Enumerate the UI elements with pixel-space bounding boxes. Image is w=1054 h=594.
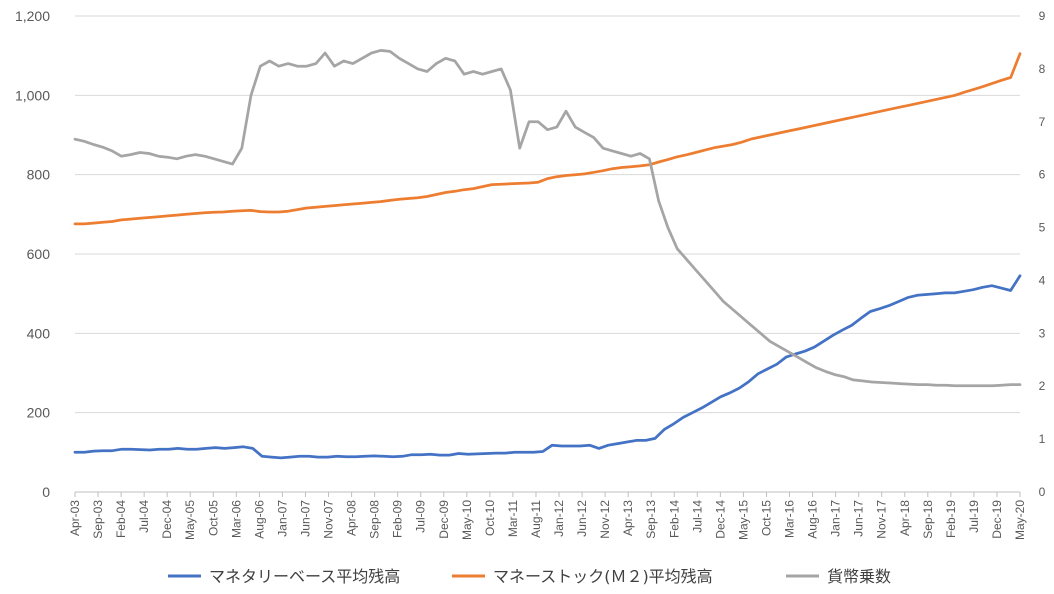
x-tick-label: Mar-06 xyxy=(229,500,243,538)
y-left-tick-label: 600 xyxy=(27,246,51,262)
x-tick-label: Jan-12 xyxy=(552,500,566,537)
x-tick-label: Jun-07 xyxy=(298,500,312,537)
legend: マネタリーベース平均残高 マネーストック(Ｍ２)平均残高 貨幣乗数 xyxy=(168,567,891,586)
x-tick-label: Dec-04 xyxy=(160,500,174,539)
y-left-tick-label: 400 xyxy=(27,325,51,341)
x-tick-label: Apr-18 xyxy=(898,500,912,536)
x-tick-label: Oct-15 xyxy=(759,500,773,536)
y-right-tick-label: 5 xyxy=(1039,221,1046,235)
x-tick-label: Jul-04 xyxy=(137,500,151,533)
x-tick-label: Jul-14 xyxy=(690,500,704,533)
x-tick-label: Apr-13 xyxy=(621,500,635,536)
y-right-tick-label: 1 xyxy=(1039,432,1046,446)
y-right-tick-label: 8 xyxy=(1039,62,1046,76)
legend-label-money-stock: マネーストック(Ｍ２)平均残高 xyxy=(493,567,713,586)
x-axis: Apr-03 Sep-03 Feb-04 Jul-04 Dec-04 May-05 Oct-… xyxy=(68,491,1027,540)
x-tick-label: Feb-19 xyxy=(944,500,958,538)
gridlines xyxy=(75,15,1020,414)
x-tick-label: Oct-10 xyxy=(483,500,497,536)
y-left-tick-label: 1,000 xyxy=(15,87,50,103)
x-tick-label: Aug-06 xyxy=(252,500,266,539)
x-tick-label: Sep-18 xyxy=(921,500,935,539)
x-tick-label: Mar-16 xyxy=(783,500,797,538)
x-tick-label: Sep-03 xyxy=(91,500,105,539)
line-money-stock xyxy=(73,52,1022,226)
x-tick-label: Jun-17 xyxy=(852,500,866,537)
x-tick-label: Jan-07 xyxy=(275,500,289,537)
x-tick-label: Oct-05 xyxy=(206,500,220,536)
x-tick-label: Sep-13 xyxy=(644,500,658,539)
x-tick-label: May-15 xyxy=(736,500,750,540)
y-right-tick-label: 7 xyxy=(1039,115,1046,129)
x-tick-label: Jun-12 xyxy=(575,500,589,537)
line-monetary-base xyxy=(73,274,1022,460)
legend-label-money-multiplier: 貨幣乗数 xyxy=(827,567,891,586)
y-right-tick-label: 2 xyxy=(1039,379,1046,393)
y-right-tick-label: 3 xyxy=(1039,326,1046,340)
x-tick-label: Jul-19 xyxy=(967,500,981,533)
y-right-tick-label: 9 xyxy=(1039,9,1046,23)
y-left-tick-label: 0 xyxy=(42,484,50,500)
x-tick-label: May-10 xyxy=(460,500,474,540)
y-axis-right: 0 1 2 3 4 5 6 7 8 9 xyxy=(1039,9,1046,499)
y-left-tick-label: 800 xyxy=(27,167,51,183)
x-tick-label: Nov-07 xyxy=(322,500,336,539)
y-right-tick-label: 6 xyxy=(1039,168,1046,182)
legend-label-monetary-base: マネタリーベース平均残高 xyxy=(209,567,400,586)
x-tick-label: Dec-09 xyxy=(437,500,451,539)
x-tick-label: Sep-08 xyxy=(368,500,382,539)
y-left-tick-label: 200 xyxy=(27,405,51,421)
y-left-tick-label: 1,200 xyxy=(15,8,50,24)
x-tick-label: Nov-17 xyxy=(875,500,889,539)
x-tick-label: Feb-04 xyxy=(114,500,128,538)
y-axis-left: 0 200 400 600 800 1,000 1,200 xyxy=(15,8,50,500)
x-tick-label: Feb-14 xyxy=(667,500,681,538)
x-tick-label: Feb-09 xyxy=(391,500,405,538)
x-tick-label: Jan-17 xyxy=(829,500,843,537)
line-money-multiplier xyxy=(73,49,1022,388)
x-tick-label: May-20 xyxy=(1013,500,1027,540)
x-tick-label: Nov-12 xyxy=(598,500,612,539)
y-right-tick-label: 0 xyxy=(1039,485,1046,499)
x-tick-label: Mar-11 xyxy=(506,500,520,537)
series-lines xyxy=(73,49,1022,460)
x-tick-label: Dec-14 xyxy=(713,500,727,539)
y-right-tick-label: 4 xyxy=(1039,273,1046,287)
x-tick-label: Jul-09 xyxy=(414,500,428,533)
x-tick-label: Dec-19 xyxy=(990,500,1004,539)
x-tick-label: Apr-03 xyxy=(68,500,82,536)
x-tick-label: May-05 xyxy=(183,500,197,540)
x-tick-label: Aug-11 xyxy=(529,500,543,538)
x-tick-label: Aug-16 xyxy=(806,500,820,539)
x-tick-label: Apr-08 xyxy=(345,500,359,536)
